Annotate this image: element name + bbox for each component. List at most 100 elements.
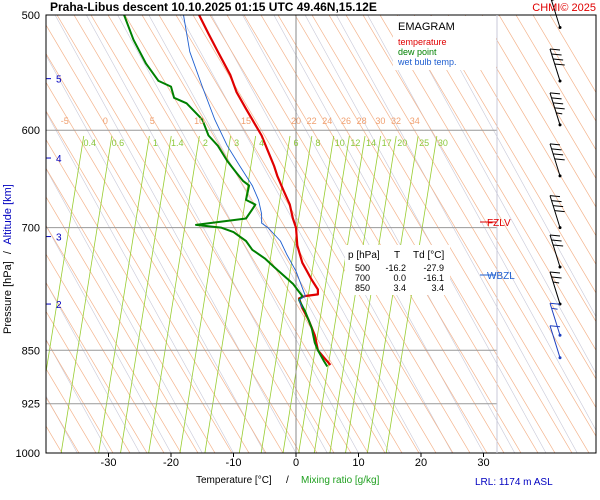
dry-adiabat-line bbox=[46, 253, 165, 453]
wbzl-label: WBZL bbox=[487, 271, 515, 282]
mixing-ratio-line bbox=[120, 135, 172, 453]
y-axis-label: Pressure [hPa] / Altitude [km] bbox=[2, 184, 14, 334]
mixing-ratio-line bbox=[238, 135, 291, 453]
mixing-ratio-label: 0.6 bbox=[112, 138, 125, 148]
mixing-ratio-label: 14 bbox=[366, 138, 376, 148]
wind-barb bbox=[549, 92, 565, 127]
x-axis-separator: / bbox=[286, 475, 289, 486]
x-axis-temperature-label: Temperature [°C] bbox=[196, 475, 272, 486]
table-cell-t: 0.0 bbox=[393, 273, 406, 283]
dry-adiabat-line bbox=[549, 15, 596, 94]
mixing-ratio-label: 30 bbox=[438, 138, 448, 148]
mixing-ratio-label: 25 bbox=[419, 138, 429, 148]
wind-barb-full bbox=[549, 302, 561, 305]
table-header-p: p [hPa] bbox=[348, 250, 380, 261]
dry-adiabat-line bbox=[192, 15, 454, 453]
wind-barb-station bbox=[558, 79, 562, 83]
dry-adiabat-line bbox=[396, 15, 596, 351]
legend-wet-bulb: wet bulb temp. bbox=[397, 57, 457, 67]
wind-barb-full bbox=[549, 48, 561, 51]
wind-barb-full bbox=[551, 148, 562, 151]
dry-adiabat-line bbox=[46, 368, 97, 453]
mixing-ratio-label: 2 bbox=[203, 138, 208, 148]
wind-barb-staff bbox=[549, 143, 561, 177]
dry-adiabat-label: 32 bbox=[391, 116, 401, 126]
x-tick-label: -30 bbox=[101, 457, 117, 469]
legend-dew-point: dew point bbox=[398, 47, 437, 57]
x-tick-label: -20 bbox=[163, 457, 179, 469]
mixing-ratio-label: 1 bbox=[153, 138, 158, 148]
wind-barb bbox=[549, 143, 565, 178]
mixing-ratio-line bbox=[298, 135, 350, 453]
isotherm-line bbox=[46, 168, 203, 453]
wind-barb-staff bbox=[549, 325, 561, 358]
dry-adiabat-line bbox=[294, 15, 556, 453]
dry-adiabat-label: 34 bbox=[410, 116, 420, 126]
wind-barb-full bbox=[549, 271, 561, 274]
wind-barb-half bbox=[556, 112, 563, 115]
legend-box bbox=[393, 16, 496, 70]
table-cell-td: -16.1 bbox=[423, 273, 444, 283]
wind-barb-full bbox=[549, 195, 561, 198]
mixing-ratio-label: 6 bbox=[293, 138, 298, 148]
dry-adiabat-line bbox=[481, 15, 596, 208]
wind-barb-full bbox=[553, 153, 564, 156]
isotherm-line bbox=[86, 15, 328, 453]
wind-barb-staff bbox=[549, 92, 561, 126]
wind-barb-station bbox=[558, 226, 562, 230]
dry-adiabat-line bbox=[226, 15, 488, 453]
dry-adiabat-label: 0 bbox=[103, 116, 108, 126]
dry-adiabat-line bbox=[124, 15, 386, 453]
altitude-tick-label: 2 bbox=[56, 300, 62, 311]
dry-adiabat-line bbox=[46, 282, 148, 453]
isotherm-line bbox=[211, 15, 453, 453]
dry-adiabat-line bbox=[413, 15, 596, 323]
wind-barb-full bbox=[551, 97, 562, 100]
wind-barb-full bbox=[551, 276, 562, 279]
wind-barb-half bbox=[553, 281, 560, 284]
table-cell-td: -27.9 bbox=[423, 263, 444, 273]
lrl-label: LRL: 1174 m ASL bbox=[475, 477, 553, 488]
dry-adiabat-label: 15 bbox=[241, 116, 251, 126]
dry-adiabat-line bbox=[46, 81, 267, 453]
altitude-tick-label: 5 bbox=[56, 75, 62, 86]
wind-barb-full bbox=[549, 325, 561, 328]
altitude-tick-label: 4 bbox=[56, 154, 62, 165]
wind-barb-half bbox=[551, 307, 558, 310]
isotherm-line bbox=[398, 15, 596, 375]
isotherm-line bbox=[304, 15, 547, 453]
dry-adiabat-line bbox=[46, 167, 216, 453]
legend-temperature: temperature bbox=[398, 37, 447, 47]
wind-barb bbox=[549, 302, 562, 337]
table-header-t: T bbox=[394, 250, 400, 261]
dry-adiabat-line bbox=[56, 15, 318, 453]
mixing-ratio-label: 10 bbox=[335, 138, 345, 148]
isotherm-line bbox=[46, 281, 141, 453]
mixing-ratio-line bbox=[313, 135, 366, 453]
pressure-tick-label: 850 bbox=[22, 345, 40, 357]
table-cell-t: 3.4 bbox=[393, 283, 406, 293]
x-tick-label: 0 bbox=[293, 457, 299, 469]
dry-adiabat-line bbox=[46, 224, 182, 453]
pressure-tick-label: 600 bbox=[22, 125, 40, 137]
x-tick-label: 10 bbox=[352, 457, 364, 469]
dry-adiabat-label: 26 bbox=[341, 116, 351, 126]
wind-barb-full bbox=[553, 244, 564, 247]
mixing-ratio-line bbox=[179, 135, 232, 453]
isotherm-line bbox=[46, 54, 266, 453]
wind-barb-full bbox=[553, 102, 564, 105]
x-tick-label: 30 bbox=[477, 457, 489, 469]
wind-barb-staff bbox=[549, 195, 561, 228]
isotherm-line bbox=[336, 15, 578, 453]
wind-barb-station bbox=[558, 26, 562, 30]
wind-barb-staff bbox=[549, 48, 561, 82]
isotherm-line bbox=[46, 225, 172, 453]
table-row: 500 -16.2 -27.9 bbox=[355, 263, 444, 273]
pressure-tick-label: 700 bbox=[22, 223, 40, 235]
wind-barb-full bbox=[554, 210, 565, 213]
x-tick-label: 20 bbox=[415, 457, 427, 469]
wind-barb-full bbox=[553, 58, 564, 61]
dry-adiabat-line bbox=[379, 15, 596, 380]
dry-adiabat-line bbox=[498, 15, 596, 180]
